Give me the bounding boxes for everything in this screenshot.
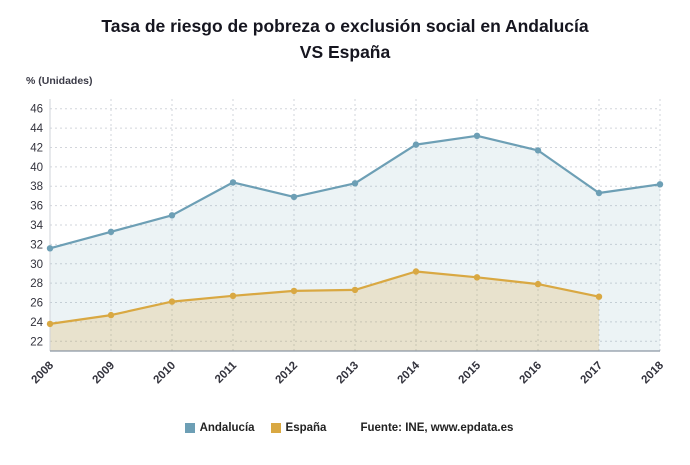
- svg-text:36: 36: [30, 200, 43, 212]
- svg-text:2013: 2013: [335, 359, 362, 386]
- y-axis-unit-label: % (Unidades): [26, 74, 93, 87]
- svg-text:2017: 2017: [579, 359, 606, 386]
- x-axis-labels: 2008 2009 2010 2011 2012 2013 2014 2015 2016 2017…: [30, 359, 667, 386]
- svg-text:42: 42: [30, 142, 43, 154]
- svg-text:2012: 2012: [274, 359, 301, 386]
- svg-text:2015: 2015: [457, 359, 484, 386]
- svg-text:22: 22: [30, 336, 43, 348]
- chart-title-line2: VS España: [299, 42, 391, 63]
- svg-text:30: 30: [30, 258, 43, 270]
- y-axis-labels: 22 24 26 28 30 32 34 36 38 40 42 44 46: [30, 103, 43, 348]
- series-lines: [46, 132, 664, 327]
- svg-text:44: 44: [30, 123, 43, 135]
- svg-text:32: 32: [30, 239, 43, 251]
- svg-text:38: 38: [30, 181, 43, 193]
- svg-text:2008: 2008: [30, 359, 57, 386]
- svg-text:2009: 2009: [91, 359, 118, 386]
- legend-item-espana[interactable]: España: [270, 421, 327, 434]
- svg-text:40: 40: [30, 161, 43, 173]
- legend-item-andalucia[interactable]: Andalucía: [184, 421, 255, 434]
- svg-text:26: 26: [30, 297, 43, 309]
- chart-title: Tasa de riesgo de pobreza o exclusión so…: [0, 0, 690, 66]
- svg-text:34: 34: [30, 220, 43, 232]
- svg-text:2014: 2014: [396, 359, 423, 386]
- chart-title-line1: Tasa de riesgo de pobreza o exclusión so…: [101, 16, 589, 36]
- legend-label-andalucia: Andalucía: [199, 421, 255, 434]
- andalucia-swatch-icon: [184, 422, 195, 433]
- svg-text:2011: 2011: [213, 359, 240, 386]
- legend-label-espana: España: [285, 421, 327, 434]
- svg-text:2016: 2016: [518, 359, 545, 386]
- gridlines: [49, 98, 661, 351]
- source-text: Fuente: INE, www.epdata.es: [360, 421, 514, 434]
- legend: Andalucía España Fuente: INE, www.epdata…: [0, 422, 690, 434]
- svg-text:24: 24: [30, 316, 43, 328]
- axes: [49, 98, 660, 352]
- espana-swatch-icon: [270, 422, 281, 433]
- chart-area: 22 24 26 28 30 32 34 36 38 40 42 44 46 2008 2009 2010 20…: [0, 87, 690, 422]
- svg-text:2018: 2018: [640, 359, 667, 386]
- svg-text:28: 28: [30, 278, 43, 290]
- svg-text:2010: 2010: [152, 359, 179, 386]
- area-fills: [50, 135, 660, 351]
- svg-text:46: 46: [30, 103, 43, 115]
